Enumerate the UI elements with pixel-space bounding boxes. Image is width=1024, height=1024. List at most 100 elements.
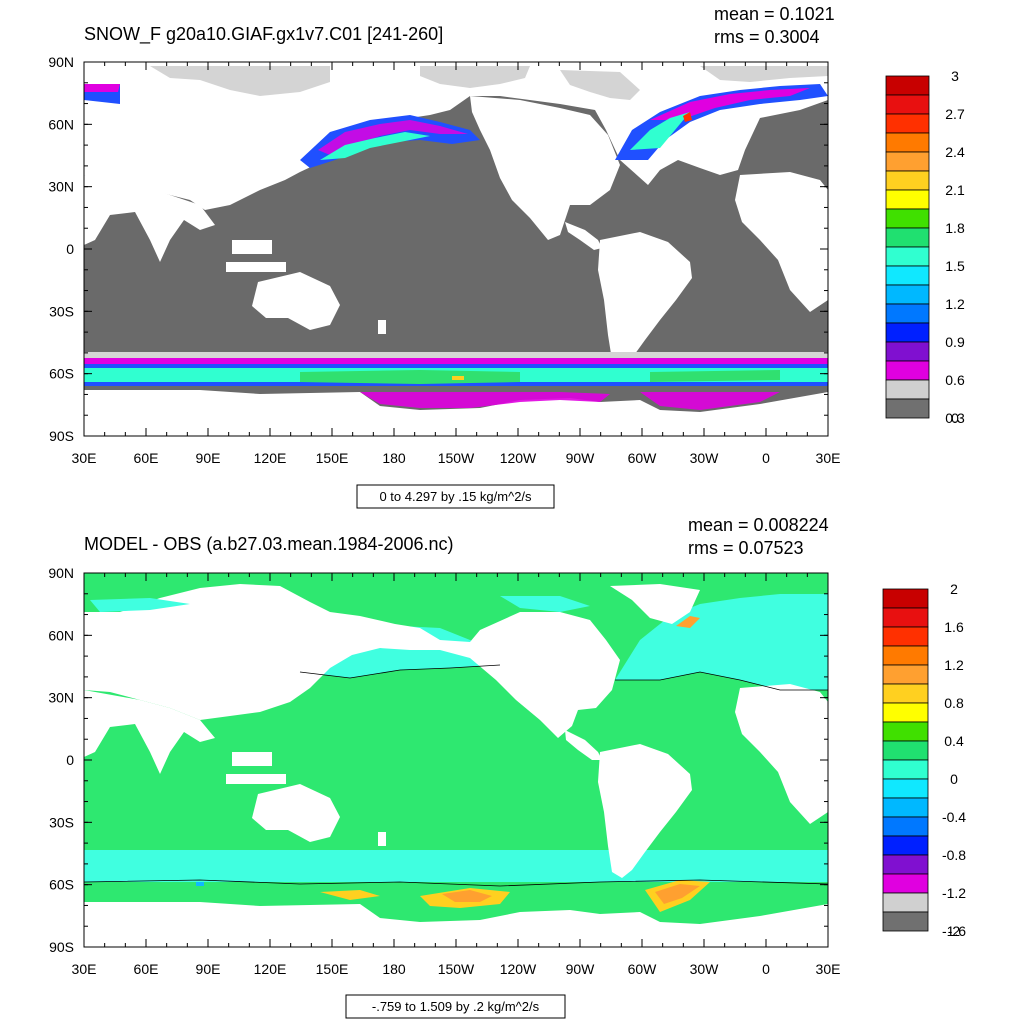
lat-label: 90N (48, 54, 74, 70)
colorbar-swatch (885, 246, 930, 267)
colorbar-label: 1.5 (945, 258, 965, 274)
top-atlantic-snow-band (630, 112, 690, 150)
bottom-lat-labels: 90N 60N 30N 0 30S 60S 90S (48, 565, 74, 955)
colorbar-swatch (882, 892, 929, 913)
colorbar-label: 2.4 (945, 144, 965, 160)
top-lon-labels: 30E 60E 90E 120E 150E 180 150W 120W 90W 60W 30W 0 30… (72, 450, 841, 466)
colorbar-swatch (885, 398, 930, 419)
top-panel: SNOW_F g20a10.GIAF.gx1v7.C01 [241-260] m… (48, 4, 965, 509)
colorbar-label: 2.1 (945, 182, 965, 198)
bottom-contour-line (84, 879, 828, 887)
top-range-box (356, 484, 555, 509)
bottom-panel: MODEL - OBS (a.b27.03.mean.1984-2006.nc)… (48, 515, 966, 1019)
colorbar-label: -1.6 (942, 923, 966, 939)
lon-label: 30E (72, 450, 97, 466)
lat-label: 60N (48, 116, 74, 132)
colorbar-swatch (882, 645, 929, 666)
colorbar-label: 0.9 (945, 334, 965, 350)
lon-label: 30E (816, 450, 841, 466)
lon-label: 60W (628, 450, 658, 466)
bottom-greenland (610, 584, 700, 624)
colorbar-label: 0 (951, 410, 959, 426)
colorbar-label: -1.2 (942, 885, 966, 901)
colorbar-swatch (882, 664, 929, 685)
top-map (84, 62, 828, 436)
top-range-text: 0 to 4.297 by .15 kg/m^2/s (379, 489, 532, 504)
lat-label: 0 (66, 241, 74, 257)
lon-label: 30W (690, 450, 720, 466)
colorbar-swatch (885, 170, 930, 191)
colorbar-label: 1.2 (945, 296, 965, 312)
lat-label: 30N (48, 179, 74, 195)
lon-label: 30E (816, 961, 841, 977)
bottom-cold-spot (196, 882, 204, 886)
lon-label: 30E (72, 961, 97, 977)
bottom-range-box (345, 994, 566, 1019)
colorbar-label: 0.3 (945, 410, 965, 426)
colorbar-swatch (885, 189, 930, 210)
colorbar-swatch (885, 132, 930, 153)
top-arctic-snow-grey (420, 66, 530, 88)
colorbar-swatch (882, 816, 929, 837)
lat-label: 90S (49, 428, 74, 444)
colorbar-label: 3 (951, 68, 959, 84)
bottom-australia (252, 784, 340, 842)
top-southern-band-magenta (84, 358, 828, 366)
top-greenland (620, 62, 700, 108)
bottom-asia-south (84, 690, 215, 774)
colorbar-label: -0.8 (942, 847, 966, 863)
bottom-warm-anomaly (320, 890, 380, 900)
colorbar-label: 2.7 (945, 106, 965, 122)
bottom-colorbar (882, 588, 929, 932)
colorbar-swatch (882, 683, 929, 704)
lon-label: 150E (316, 961, 349, 977)
bottom-lon-labels: 30E 60E 90E 120E 150E 180 150W 120W 90W 60W 30W 0 30… (72, 961, 841, 977)
top-australia (252, 272, 340, 330)
lat-label: 60S (49, 366, 74, 382)
top-antarctica (84, 390, 828, 436)
colorbar-swatch (882, 702, 929, 723)
bottom-new-zealand (378, 832, 386, 846)
top-pacific-snow-band (320, 132, 430, 160)
bottom-map (84, 573, 828, 947)
colorbar-swatch (885, 379, 930, 400)
top-new-zealand (378, 320, 386, 334)
top-island (232, 240, 272, 254)
colorbar-swatch (882, 911, 929, 932)
lat-label: 30S (49, 814, 74, 830)
top-lat-labels: 90N 60N 30N 0 30S 60S 90S (48, 54, 74, 444)
top-south-america (598, 232, 692, 366)
top-arctic-snow-grey (560, 70, 640, 100)
lon-label: 90E (196, 961, 221, 977)
colorbar-swatch (885, 151, 930, 172)
bottom-range-text: -.759 to 1.509 by .2 kg/m^2/s (372, 999, 540, 1014)
colorbar-swatch (885, 208, 930, 229)
lat-label: 60N (48, 627, 74, 643)
colorbar-swatch (882, 778, 929, 799)
colorbar-label: 0.6 (945, 372, 965, 388)
colorbar-swatch (882, 607, 929, 628)
colorbar-swatch (882, 873, 929, 894)
colorbar-swatch (885, 360, 930, 381)
top-southern-band-green (300, 370, 520, 384)
colorbar-label: -0.4 (942, 809, 966, 825)
bottom-warm-anomaly (442, 890, 492, 902)
colorbar-swatch (882, 797, 929, 818)
top-colorbar-labels: 3 2.7 2.4 2.1 1.8 1.5 1.2 0.9 0.6 0.30 (945, 68, 965, 426)
top-africa (735, 172, 828, 312)
bottom-island (232, 752, 272, 766)
top-arctic-west-band (84, 84, 120, 92)
lat-label: 30S (49, 303, 74, 319)
bottom-contour-line (615, 671, 828, 691)
bottom-title: MODEL - OBS (a.b27.03.mean.1984-2006.nc) (84, 534, 454, 554)
colorbar-swatch (882, 759, 929, 780)
top-title: SNOW_F g20a10.GIAF.gx1v7.C01 [241-260] (84, 24, 443, 45)
colorbar-swatch (885, 94, 930, 115)
lon-label: 180 (382, 961, 406, 977)
bottom-colorbar-labels: 2 1.6 1.2 0.8 0.4 0 -0.4 -0.8 -1.2 -1.6-2 (942, 581, 966, 939)
bottom-island (226, 774, 286, 784)
bottom-arctic-cyan (90, 598, 190, 612)
bottom-mean: mean = 0.008224 (688, 515, 829, 535)
top-northern-landmass (84, 62, 828, 210)
top-atlantic-snow-band (683, 112, 692, 122)
